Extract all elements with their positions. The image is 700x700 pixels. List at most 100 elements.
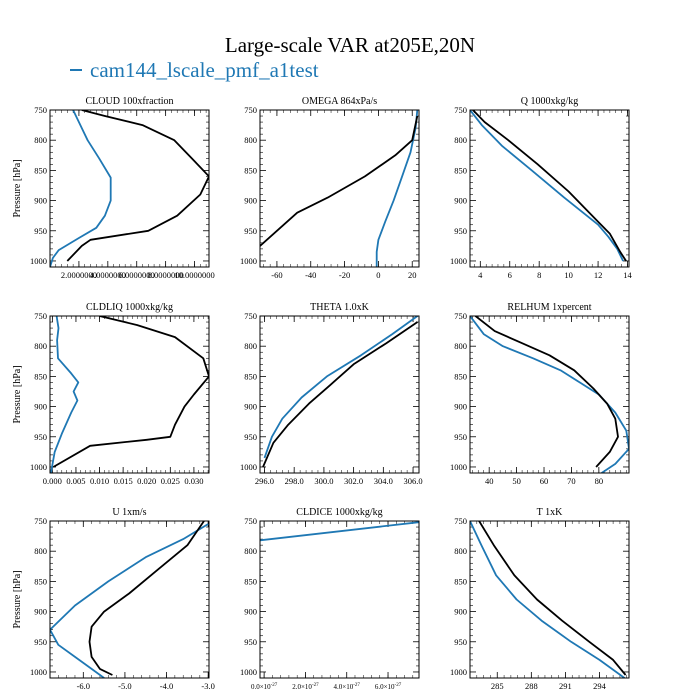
- y-tick-label: 1000: [450, 256, 467, 266]
- y-tick-label: 750: [34, 516, 47, 526]
- subplot-0: CLOUD 100xfraction Pressure [hPa] 750 800 85…: [12, 96, 215, 280]
- x-tick-label: 6.0000000: [119, 270, 155, 280]
- x-tick-label: 0.0×10-27: [251, 683, 278, 691]
- x-tick-label: 4.0×10-27: [334, 683, 361, 691]
- y-axis-label: Pressure [hPa]: [12, 365, 23, 423]
- y-tick-label: 1000: [30, 256, 47, 266]
- subplot-title: Q 1000xkg/kg: [521, 96, 579, 107]
- subplot-title: T 1xK: [537, 507, 563, 518]
- y-tick-label: 850: [244, 165, 257, 175]
- x-tick-label: -60: [271, 270, 282, 280]
- y-tick-label: 800: [244, 546, 257, 556]
- y-tick-label: 800: [454, 341, 467, 351]
- x-tick-label: 294: [593, 681, 607, 691]
- x-tick-label: 80: [595, 476, 604, 486]
- plot-frame: [259, 109, 420, 268]
- x-tick-label: -6.0: [77, 681, 90, 691]
- series-line-blue: [50, 316, 80, 473]
- y-tick-label: 850: [34, 371, 47, 381]
- y-tick-label: 800: [34, 546, 47, 556]
- series-line-black: [262, 321, 419, 468]
- x-tick-label: 2.0×10-27: [292, 683, 319, 691]
- x-tick-label: 302.0: [344, 476, 363, 486]
- subplot-title: CLDLIQ 1000xkg/kg: [86, 302, 173, 313]
- x-tick-label: 10.0000000: [174, 270, 214, 280]
- subplot-6: U 1xm/s Pressure [hPa] 750 800 850 900 950 1000…: [12, 507, 215, 691]
- series-line-black: [472, 110, 627, 262]
- x-tick-label: 298.0: [285, 476, 304, 486]
- x-tick-label: 0.005: [66, 476, 85, 486]
- series-group: [50, 521, 209, 678]
- y-tick-label: 1000: [240, 256, 257, 266]
- y-tick-label: 750: [34, 105, 47, 115]
- y-tick-label: 1000: [30, 462, 47, 472]
- subplot-3: CLDLIQ 1000xkg/kg Pressure [hPa] 750 800 850…: [12, 302, 210, 486]
- y-tick-label: 750: [34, 311, 47, 321]
- subplot-2: Q 1000xkg/kg 750 800 850 900 950 1000 4 6 8 10 12 14: [450, 96, 633, 280]
- x-tick-label: 304.0: [374, 476, 393, 486]
- plot-frame: [49, 315, 210, 474]
- x-tick-label: 0.015: [114, 476, 133, 486]
- y-tick-label: 900: [244, 196, 257, 206]
- y-tick-label: 1000: [240, 462, 257, 472]
- subplot-title: CLDICE 1000xkg/kg: [296, 507, 382, 518]
- y-tick-label: 850: [454, 371, 467, 381]
- x-tick-label: 10: [564, 270, 573, 280]
- y-tick-label: 750: [244, 105, 257, 115]
- y-tick-label: 900: [454, 607, 467, 617]
- legend: cam144_lscale_pmf_a1test: [70, 58, 319, 82]
- series-line-blue: [470, 521, 626, 678]
- y-tick-label: 900: [244, 402, 257, 412]
- subplot-title: U 1xm/s: [112, 507, 146, 518]
- legend-swatch: [70, 69, 82, 72]
- x-tick-label: 40: [485, 476, 494, 486]
- x-tick-label: 6: [508, 270, 512, 280]
- y-tick-label: 900: [34, 607, 47, 617]
- x-tick-label: 0.025: [161, 476, 180, 486]
- y-tick-label: 900: [244, 607, 257, 617]
- y-tick-label: 750: [454, 311, 467, 321]
- y-tick-label: 950: [454, 432, 467, 442]
- y-tick-label: 750: [244, 311, 257, 321]
- x-tick-label: 0.020: [137, 476, 156, 486]
- plot-frame: [49, 109, 210, 268]
- x-tick-label: 6.0×10-27: [375, 683, 402, 691]
- series-group: [50, 316, 209, 473]
- y-tick-label: 900: [454, 402, 467, 412]
- plot-frame: [49, 520, 210, 679]
- series-line-black: [474, 316, 619, 468]
- series-group: [470, 110, 627, 262]
- subplot-title: THETA 1.0xK: [310, 302, 369, 313]
- subplot-7: CLDICE 1000xkg/kg 750 800 850 900 950 1000 0.0×…: [240, 507, 420, 691]
- y-tick-label: 950: [34, 226, 47, 236]
- series-line-blue: [50, 110, 112, 267]
- y-tick-label: 950: [244, 226, 257, 236]
- subplot-1: OMEGA 864xPa/s 750 800 850 900 950 1000 -60 -40 -…: [240, 96, 420, 280]
- series-line-black: [478, 521, 627, 676]
- x-tick-label: 285: [491, 681, 504, 691]
- x-tick-label: 0: [376, 270, 380, 280]
- series-group: [260, 110, 419, 267]
- y-tick-label: 1000: [240, 667, 257, 677]
- y-tick-label: 800: [34, 341, 47, 351]
- y-tick-label: 850: [34, 165, 47, 175]
- y-tick-label: 750: [454, 516, 467, 526]
- series-line-blue: [263, 316, 419, 459]
- series-line-blue: [50, 523, 209, 678]
- y-tick-label: 800: [244, 341, 257, 351]
- y-tick-label: 950: [244, 432, 257, 442]
- y-tick-label: 850: [244, 576, 257, 586]
- legend-label: cam144_lscale_pmf_a1test: [90, 58, 319, 82]
- x-tick-label: 0.010: [90, 476, 109, 486]
- plot-frame: [469, 520, 630, 679]
- y-tick-label: 900: [34, 402, 47, 412]
- y-tick-label: 950: [34, 637, 47, 647]
- y-tick-label: 900: [454, 196, 467, 206]
- x-tick-label: -20: [339, 270, 350, 280]
- subplot-4: THETA 1.0xK 750 800 850 900 950 1000 296.0 298.0…: [240, 302, 423, 486]
- y-tick-label: 750: [244, 516, 257, 526]
- y-axis-label: Pressure [hPa]: [12, 159, 23, 217]
- x-tick-label: 0.030: [184, 476, 203, 486]
